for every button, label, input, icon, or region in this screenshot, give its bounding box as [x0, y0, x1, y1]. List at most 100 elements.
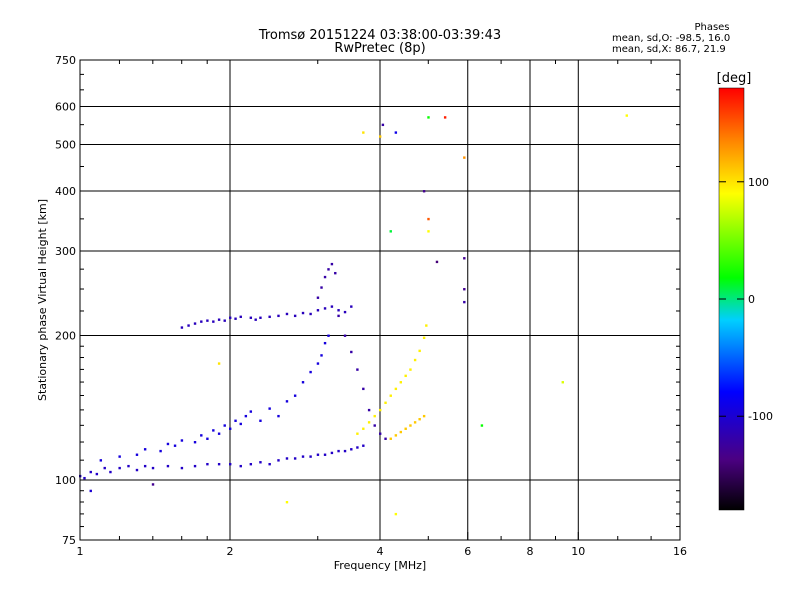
echo-point	[362, 444, 365, 447]
echo-point	[118, 466, 121, 470]
echo-point	[193, 464, 197, 468]
echo-point	[180, 439, 184, 442]
echo-point	[413, 358, 417, 362]
x-axis-ticks: 1 2 4 6 8 10 16	[77, 60, 687, 558]
echo-point	[389, 394, 392, 397]
echo-point	[83, 476, 86, 480]
echo-point	[316, 453, 320, 456]
echo-point	[427, 230, 430, 233]
echo-point	[200, 434, 203, 437]
y-tick-label: 100	[55, 474, 76, 487]
x-tick-label: 8	[527, 545, 534, 558]
echo-point	[373, 414, 376, 418]
echo-point	[118, 455, 121, 458]
echo-point	[323, 275, 327, 279]
echo-point	[166, 442, 170, 446]
echo-point	[229, 427, 232, 430]
echo-point	[320, 286, 323, 289]
echo-point	[343, 334, 347, 337]
echo-points	[79, 114, 628, 516]
echo-point	[394, 387, 398, 391]
phase-stats-o: mean, sd,O: -98.5, 16.0	[612, 33, 731, 44]
echo-point	[217, 432, 221, 435]
echo-point	[413, 421, 417, 424]
echo-point	[200, 320, 203, 323]
phase-stats: Phases mean, sd,O: -98.5, 16.0 mean, sd,…	[612, 22, 792, 55]
echo-point	[316, 309, 320, 312]
echo-point	[309, 312, 312, 316]
echo-point	[399, 430, 403, 434]
y-tick-label: 400	[55, 185, 76, 198]
echo-point	[285, 457, 289, 460]
x-tick-label: 2	[227, 545, 234, 558]
echo-point	[293, 314, 297, 318]
x-tick-label: 16	[673, 545, 687, 558]
echo-point	[409, 368, 412, 371]
echo-point	[394, 434, 398, 437]
chart-title: Tromsø 20151224 03:38:00-03:39:43	[258, 28, 502, 43]
echo-point	[362, 387, 365, 391]
echo-point	[350, 305, 353, 308]
echo-point	[384, 437, 387, 440]
echo-point	[239, 422, 242, 426]
echo-point	[109, 470, 112, 474]
echo-point	[409, 424, 412, 427]
echo-point	[356, 432, 359, 435]
echo-point	[422, 190, 426, 193]
echo-point	[244, 414, 248, 418]
y-tick-label: 750	[55, 54, 76, 67]
echo-point	[151, 483, 155, 486]
echo-point	[356, 446, 359, 449]
y-tick-label: 600	[55, 101, 76, 114]
y-axis-ticks: 75 100 200 300 400 500 600 750	[55, 54, 680, 547]
echo-point	[212, 429, 215, 432]
phase-stats-x: mean, sd,X: 86.7, 21.9	[612, 44, 726, 55]
echo-point	[301, 381, 305, 384]
echo-point	[293, 457, 297, 460]
echo-point	[239, 315, 242, 319]
echo-point	[206, 437, 209, 440]
echo-point	[229, 316, 232, 319]
echo-point	[309, 370, 312, 374]
echo-point	[350, 448, 353, 451]
echo-point	[480, 424, 484, 427]
x-tick-label: 6	[464, 545, 471, 558]
echo-point	[367, 421, 371, 424]
echo-point	[217, 362, 221, 365]
echo-point	[394, 131, 398, 134]
echo-point	[259, 419, 262, 422]
y-tick-label: 500	[55, 139, 76, 152]
echo-point	[320, 354, 323, 357]
echo-point	[343, 310, 347, 314]
echo-point	[193, 441, 197, 444]
echo-point	[206, 462, 209, 466]
echo-point	[379, 432, 382, 435]
x-axis-label: Frequency [MHz]	[334, 559, 426, 572]
echo-point	[316, 362, 320, 365]
echo-point	[389, 437, 392, 440]
echo-point	[389, 230, 392, 233]
echo-point	[95, 472, 99, 476]
x-tick-label: 4	[377, 545, 384, 558]
echo-point	[301, 455, 305, 458]
echo-point	[463, 300, 466, 304]
echo-point	[418, 418, 421, 421]
echo-point	[425, 324, 428, 327]
echo-point	[435, 260, 439, 264]
echo-point	[234, 419, 237, 422]
echo-point	[249, 410, 253, 413]
colorbar-label: [deg]	[717, 71, 752, 86]
echo-point	[217, 462, 221, 466]
echo-point	[277, 414, 280, 418]
echo-point	[285, 312, 289, 316]
chart-subtitle: RwPretec (8p)	[334, 41, 426, 56]
echo-point	[180, 466, 184, 470]
echo-point	[356, 368, 359, 371]
echo-point	[362, 427, 365, 430]
echo-point	[249, 316, 253, 319]
echo-point	[625, 114, 628, 117]
echo-point	[223, 319, 226, 322]
echo-point	[362, 131, 365, 134]
echo-point	[330, 305, 334, 308]
colorbar-ticks: 100 0 -100	[719, 176, 773, 423]
